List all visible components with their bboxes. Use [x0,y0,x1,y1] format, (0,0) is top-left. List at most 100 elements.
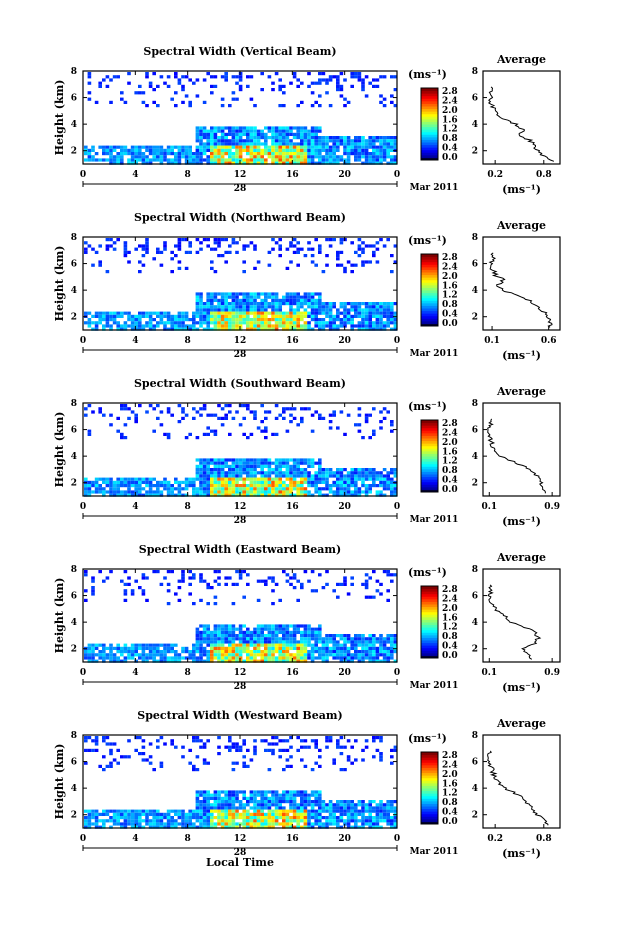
heatmap-cell [220,825,225,829]
heatmap-cell [246,573,250,577]
heatmap-cell [199,793,203,797]
heatmap-cell [292,573,297,577]
heatmap-cell [174,656,178,660]
heatmap-cell [202,458,207,462]
heatmap-cell [145,241,149,245]
heatmap-cell [379,302,383,306]
heatmap-cell [123,247,128,251]
heatmap-cell [318,748,322,752]
heatmap-cell [314,148,318,152]
average-y-tick-label: 2 [472,313,478,323]
heatmap-cell [181,75,185,79]
heatmap-cell [256,634,261,638]
colorbar-swatch [421,100,438,104]
heatmap-cell [332,327,336,331]
heatmap-cell [303,800,308,804]
heatmap-cell [289,640,293,644]
heatmap-cell [130,152,135,156]
heatmap-cell [195,650,200,654]
heatmap-cell [260,487,264,491]
heatmap-cell [163,314,167,318]
heatmap-cell [242,161,246,165]
colorbar-unit: (ms⁻¹) [408,566,447,579]
average-profile-line [488,252,553,328]
heatmap-cell [84,598,88,602]
heatmap-cell [231,825,236,829]
heatmap-cell [163,822,167,826]
heatmap-cell [314,640,318,644]
heatmap-cell [217,634,221,638]
heatmap-cell [253,155,257,159]
heatmap-cell [231,796,236,800]
heatmap-cell [109,659,113,663]
heatmap-cell [375,816,380,820]
heatmap-cell [354,148,358,152]
heatmap-cell [382,493,387,497]
heatmap-cell [235,295,239,299]
average-frame [482,70,561,165]
heatmap-cell [246,161,250,165]
heatmap-cell [181,314,185,318]
heatmap-cell [379,145,383,149]
heatmap-cell [372,736,376,740]
heatmap-cell [310,570,315,574]
heatmap-cell [357,640,362,644]
heatmap-cell [238,158,243,162]
heatmap-cell [188,650,192,654]
heatmap-cell [213,298,218,302]
heatmap-cell [314,129,318,133]
heatmap-cell [271,161,275,165]
heatmap-cell [328,158,333,162]
heatmap-cell [314,809,318,813]
heatmap-cell [321,659,326,663]
heatmap-cell [235,148,239,152]
heatmap-cell [278,158,282,162]
date-month: Mar 2011 [410,183,459,193]
average-y-tick-label: 2 [472,479,478,489]
heatmap-cell [310,247,315,251]
heatmap-cell [274,803,279,807]
heatmap-cell [321,302,326,306]
heatmap-cell [177,656,182,660]
heatmap-cell [238,745,243,749]
heatmap-cell [310,413,315,417]
heatmap-cell [199,468,203,472]
heatmap-cell [260,155,264,159]
colorbar-swatch [421,272,438,276]
heatmap-cell [318,324,322,328]
heatmap-cell [210,490,214,494]
heatmap-cell [318,139,322,143]
heatmap-cell [195,314,200,318]
heatmap-cell [296,819,300,823]
heatmap-cell [296,598,300,602]
colorbar-swatch [421,788,438,792]
heatmap-cell [339,582,344,586]
heatmap-cell [163,653,167,657]
heatmap-cell [375,145,380,149]
heatmap-cell [346,477,351,481]
heatmap-cell [206,132,210,136]
heatmap-cell [184,487,189,491]
heatmap-cell [231,308,236,312]
heatmap-cell [350,800,354,804]
heatmap-cell [192,321,196,325]
heatmap-cell [318,416,322,420]
heatmap-cell [386,812,390,816]
heatmap-cell [307,155,311,159]
heatmap-cell [231,800,236,804]
heatmap-cell [260,142,264,146]
heatmap-cell [199,458,203,462]
heatmap-cell [192,158,196,162]
heatmap-cell [148,755,153,759]
heatmap-cell [379,318,383,322]
heatmap-cell [220,650,225,654]
heatmap-cell [350,656,354,660]
x-tick-label: 8 [185,834,191,844]
heatmap-cell [220,819,225,823]
heatmap-cell [343,432,347,436]
heatmap-cell [127,822,131,826]
heatmap-cell [361,640,365,644]
colorbar-swatch [421,121,438,125]
heatmap-cell [123,100,128,104]
heatmap-cell [224,582,228,586]
